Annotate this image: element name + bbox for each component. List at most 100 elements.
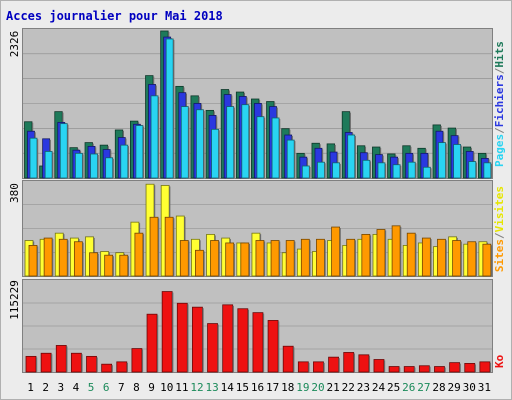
legend-separator: / [493, 232, 506, 239]
bar-pages-day-27-shadow [430, 168, 432, 178]
bar-pages-day-13-face [211, 128, 219, 179]
bar-pages-day-14 [226, 106, 235, 179]
bar-pages-day-19 [301, 165, 311, 179]
bar-sites-day-31 [482, 243, 493, 277]
bar-sites-day-29 [452, 240, 462, 277]
bar-pages-day-6-shadow [112, 158, 114, 178]
bar-pages-day-24-shadow [384, 163, 387, 178]
bar-sites-day-17-face [270, 240, 280, 277]
bar-sites-day-9-face [149, 216, 159, 277]
bar-pages-day-3-face [59, 123, 68, 179]
bar-ko-day-31-shadow [489, 362, 492, 372]
bar-ko-day-26 [403, 366, 416, 373]
bar-ko-day-11-face [176, 302, 188, 373]
bar-pages-day-25-shadow [400, 165, 402, 178]
bar-ko-day-17-shadow [278, 321, 280, 372]
bar-pages-day-8-shadow [142, 126, 145, 178]
bar-ko-day-28-shadow [444, 367, 446, 372]
bar-ko-day-19-shadow [308, 362, 310, 372]
bar-ko-day-22-shadow [353, 353, 355, 372]
bar-ko-day-2-shadow [51, 354, 53, 372]
bar-sites-day-22-face [346, 238, 356, 277]
bar-ko-day-20-shadow [323, 362, 325, 372]
bar-ko-day-9-shadow [157, 315, 159, 372]
x-tick-label-day-15: 15 [236, 381, 249, 394]
bar-pages-day-1 [29, 137, 39, 179]
bar-pages-day-17 [271, 117, 281, 179]
bar-sites-day-3 [58, 238, 69, 277]
bar-ko-day-13-face [207, 323, 218, 373]
y-max-label-bottom: 115229 [8, 280, 21, 320]
bar-pages-day-25 [392, 164, 402, 179]
bar-sites-day-4-face [73, 241, 83, 277]
x-tick-label-day-16: 16 [251, 381, 264, 394]
bar-pages-day-16-shadow [263, 117, 266, 178]
bar-sites-day-13 [210, 240, 220, 277]
bar-ko-day-23-shadow [368, 355, 371, 372]
x-tick-label-day-25: 25 [387, 381, 400, 394]
bar-pages-day-31-shadow [490, 163, 493, 178]
x-tick-label-day-30: 30 [463, 381, 476, 394]
bar-sites-day-11-face [179, 240, 189, 277]
bar-sites-day-9-shadow [158, 218, 160, 276]
bar-ko-day-22 [343, 352, 355, 373]
bar-ko-day-2 [40, 352, 53, 373]
x-tick-label-day-29: 29 [448, 381, 461, 394]
bar-pages-day-19-shadow [309, 166, 311, 178]
bar-ko-day-13 [207, 323, 219, 373]
bar-ko-day-26-shadow [414, 367, 416, 372]
bar-sites-day-8-face [134, 232, 144, 277]
bar-sites-day-27 [421, 237, 432, 277]
bar-ko-day-31 [479, 361, 492, 373]
bar-sites-day-7-face [119, 254, 129, 277]
bar-ko-day-1-shadow [36, 357, 38, 372]
bar-pages-day-28 [438, 142, 447, 179]
bar-ko-day-25 [388, 366, 401, 373]
bar-ko-day-6-face [101, 363, 113, 373]
bar-pages-day-10-shadow [173, 39, 175, 178]
bar-ko-day-8-face [131, 348, 143, 373]
bar-sites-day-18-shadow [294, 241, 296, 276]
x-tick-label-day-8: 8 [133, 381, 140, 394]
x-tick-label-day-10: 10 [160, 381, 173, 394]
bar-pages-day-4-face [74, 152, 83, 179]
bar-ko-day-14 [222, 304, 234, 373]
bar-ko-day-6 [101, 363, 113, 373]
bar-sites-day-12-shadow [203, 251, 205, 276]
x-tick-label-day-14: 14 [221, 381, 235, 394]
x-tick-label-day-11: 11 [175, 381, 188, 394]
bar-sites-day-29-face [452, 240, 462, 277]
bar-pages-day-16-face [256, 116, 265, 179]
bar-pages-day-12-face [196, 109, 204, 179]
x-tick-label-day-23: 23 [357, 381, 370, 394]
bar-sites-day-5-shadow [97, 253, 99, 276]
bar-ko-day-18 [282, 345, 295, 373]
bar-sites-day-8 [134, 232, 145, 277]
bar-sites-day-15 [240, 242, 251, 277]
bar-sites-day-13-face [210, 240, 219, 277]
bar-sites-day-14-shadow [233, 243, 235, 276]
bar-pages-day-13 [211, 128, 220, 179]
bar-sites-day-23-shadow [369, 235, 372, 276]
bar-sites-day-28-face [437, 238, 446, 277]
bar-sites-day-13-shadow [218, 241, 220, 276]
bar-pages-day-26 [407, 161, 417, 179]
bar-sites-day-26-shadow [415, 234, 417, 276]
bar-pages-day-2 [44, 151, 54, 179]
y-max-label-middle: 380 [8, 183, 21, 203]
x-tick-label-day-17: 17 [266, 381, 279, 394]
x-tick-label-day-21: 21 [327, 381, 340, 394]
bar-ko-day-28 [434, 366, 446, 373]
bar-sites-day-21-face [331, 226, 340, 277]
bar-ko-day-14-face [222, 304, 234, 373]
bar-ko-day-19-face [297, 361, 309, 373]
bar-pages-day-16 [256, 116, 266, 179]
bar-sites-day-5 [89, 252, 99, 277]
bar-sites-day-20-face [316, 238, 325, 277]
bar-sites-day-30 [467, 241, 477, 277]
bar-pages-day-3-shadow [67, 124, 69, 178]
bar-sites-day-1-face [28, 245, 38, 277]
bar-ko-day-17 [267, 320, 280, 373]
bar-ko-day-21-face [328, 356, 339, 373]
